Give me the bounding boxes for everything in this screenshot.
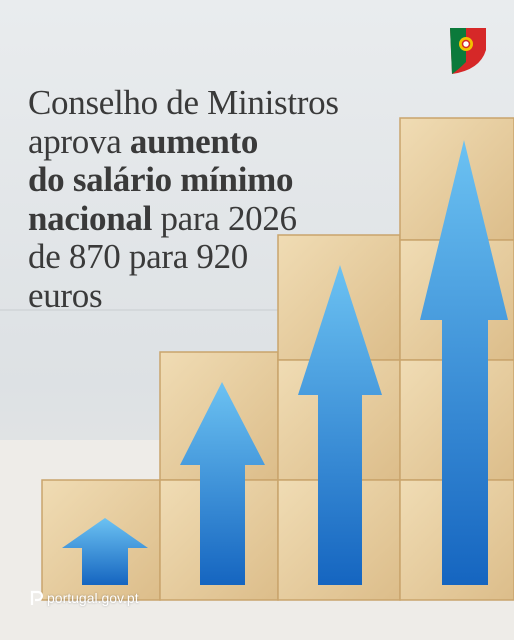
site-name: portugal.gov.pt — [47, 590, 139, 606]
headline-text: aprova — [28, 121, 130, 161]
headline-text: Conselho de Ministros — [28, 83, 339, 122]
headline-text: de 870 para 920 — [28, 237, 249, 276]
headline-text: para 2026 — [152, 198, 297, 238]
headline-bold: do salário mínimo — [28, 160, 294, 199]
headline-line: euros — [28, 275, 339, 316]
footer: portugal.gov.pt — [30, 590, 139, 606]
headline-text: euros — [28, 275, 103, 315]
site-icon — [30, 590, 44, 605]
headline: Conselho de Ministros aprova aumento do sa… — [28, 83, 339, 316]
arrows — [62, 140, 508, 585]
headline-line: Conselho de Ministros — [28, 83, 339, 123]
headline-line: nacional para 2026 — [28, 198, 339, 239]
headline-bold: aumento — [129, 121, 259, 161]
headline-line: de 870 para 920 — [28, 237, 339, 277]
headline-line: aprova aumento — [28, 121, 339, 162]
headline-bold: nacional — [28, 198, 153, 238]
logo — [450, 28, 486, 74]
headline-line: do salário mínimo — [28, 160, 339, 200]
